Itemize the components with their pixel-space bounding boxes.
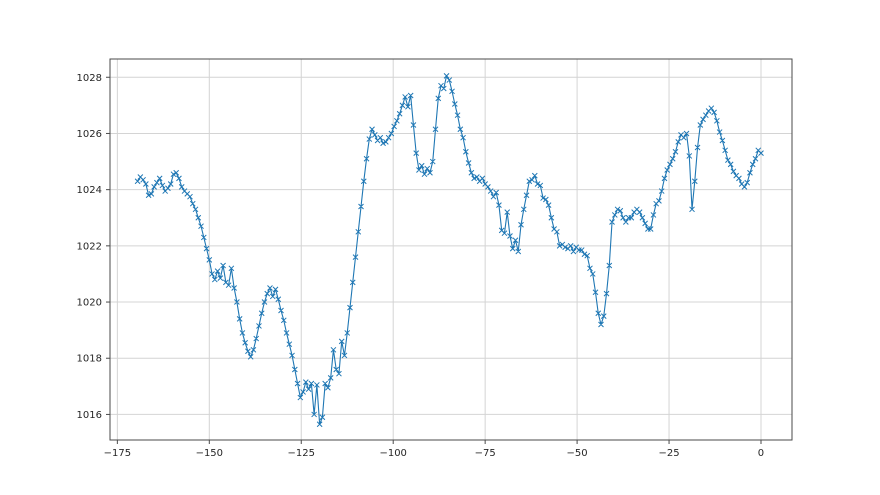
y-tick-label: 1024 [77,185,102,196]
y-tick-label: 1028 [77,73,102,84]
x-tick-label: −50 [567,448,588,459]
y-tick-label: 1016 [77,410,102,421]
axes-spines [109,58,793,441]
y-tick-label: 1022 [77,241,102,252]
x-tick-label: −25 [658,448,679,459]
plot-area [110,59,792,440]
x-tick-label: −175 [104,448,131,459]
x-tick-label: −150 [196,448,223,459]
data-point-markers [134,73,764,428]
y-tick-label: 1020 [77,298,102,309]
x-tick-label: −75 [475,448,496,459]
y-tick-label: 1026 [77,129,102,140]
x-tick-label: 0 [758,448,764,459]
x-tick-label: −100 [379,448,406,459]
x-tick-label: −125 [288,448,315,459]
y-tick-label: 1018 [77,354,102,365]
